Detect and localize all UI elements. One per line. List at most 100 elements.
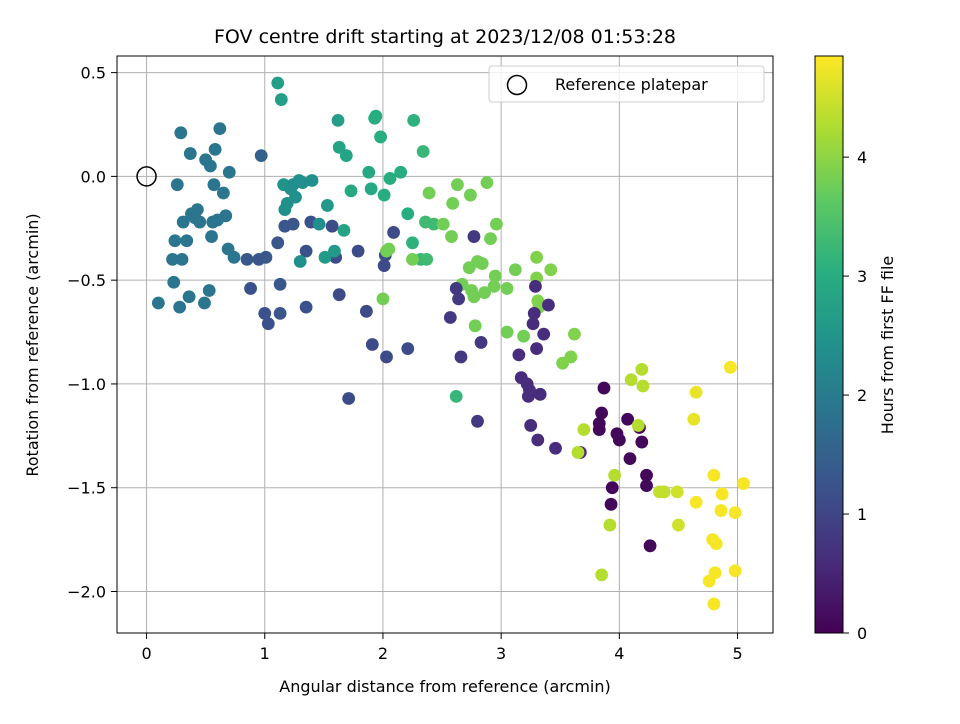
y-axis-ticks: 0.5 0.0 −0.5 −1.0 −1.5 −2.0: [67, 64, 117, 601]
data-point: [657, 485, 671, 499]
data-point: [533, 387, 547, 401]
data-point: [244, 282, 257, 295]
data-point: [635, 363, 649, 376]
data-point: [715, 487, 729, 501]
data-point: [170, 178, 184, 192]
data-point: [475, 257, 489, 270]
data-point: [427, 217, 441, 231]
data-point: [526, 317, 540, 331]
data-point: [500, 282, 514, 295]
data-point: [374, 130, 387, 144]
reference-layer: [136, 166, 157, 187]
data-point: [508, 263, 522, 277]
data-point: [464, 188, 477, 202]
data-point: [293, 255, 307, 268]
data-point: [380, 350, 393, 364]
data-point: [672, 518, 685, 532]
data-point: [376, 292, 390, 306]
data-point: [312, 217, 326, 231]
data-point: [407, 113, 421, 127]
x-axis-ticks: 0 1 2 3 4 5: [141, 633, 743, 663]
data-point: [208, 142, 222, 156]
data-point: [339, 149, 353, 163]
data-point: [176, 215, 190, 229]
y-tick-label: −1.5: [67, 479, 106, 498]
data-point: [549, 441, 562, 455]
data-point: [205, 230, 218, 243]
data-point: [445, 230, 458, 243]
data-point: [500, 325, 514, 339]
data-point: [216, 186, 230, 200]
data-point: [273, 277, 287, 291]
data-point: [530, 342, 544, 356]
x-tick-label: 5: [732, 644, 742, 663]
data-point: [365, 338, 379, 351]
data-point: [478, 286, 491, 300]
data-point: [708, 566, 722, 580]
data-point: [227, 250, 241, 264]
data-point: [254, 149, 268, 163]
data-point: [636, 379, 650, 393]
data-point: [151, 296, 165, 310]
data-point: [480, 176, 494, 190]
data-point: [299, 244, 313, 258]
data-point: [174, 126, 188, 140]
data-point: [452, 292, 465, 306]
data-point: [271, 236, 285, 250]
data-point: [193, 215, 207, 229]
data-point: [387, 226, 400, 239]
x-tick-label: 2: [378, 644, 388, 663]
data-point: [595, 406, 609, 420]
data-point: [443, 311, 457, 324]
data-point: [180, 234, 194, 248]
data-point: [305, 174, 319, 187]
data-point: [362, 165, 376, 179]
data-point: [198, 296, 211, 310]
x-tick-label: 0: [141, 644, 151, 663]
data-point: [359, 304, 373, 318]
colorbar-gradient: [814, 55, 844, 634]
x-tick-label: 4: [614, 644, 624, 663]
data-point: [707, 597, 721, 611]
x-tick-label: 3: [496, 644, 506, 663]
data-point: [202, 284, 216, 297]
reference-platepar-marker: [136, 166, 157, 187]
data-point: [635, 435, 649, 449]
data-point: [318, 250, 332, 264]
data-point: [332, 288, 346, 302]
data-point: [468, 319, 482, 333]
data-point: [467, 290, 481, 304]
data-point: [259, 250, 273, 264]
data-point: [222, 165, 236, 179]
data-point: [401, 342, 415, 356]
data-point: [604, 497, 618, 511]
data-point: [166, 253, 179, 266]
data-point: [490, 217, 503, 231]
data-point: [274, 93, 288, 106]
data-point: [377, 188, 391, 202]
data-point: [471, 414, 484, 428]
colorbar-tick-label: 4: [857, 148, 867, 167]
data-point: [369, 109, 383, 123]
data-point: [568, 327, 581, 341]
data-point: [544, 263, 558, 277]
data-point: [640, 479, 653, 493]
data-point: [737, 477, 750, 490]
data-point: [670, 485, 684, 499]
data-point: [487, 279, 501, 293]
data-point: [595, 568, 609, 582]
data-point: [454, 350, 468, 364]
data-point: [527, 306, 541, 320]
data-point: [605, 481, 619, 495]
data-point: [406, 236, 419, 250]
data-point: [342, 392, 356, 405]
legend-box: [488, 65, 765, 103]
colorbar-tick-label: 2: [857, 386, 867, 405]
plot-frame: [116, 55, 774, 634]
data-point: [728, 506, 742, 520]
colorbar-tick-label: 0: [857, 624, 867, 643]
data-point: [331, 113, 345, 127]
data-point: [484, 232, 497, 246]
grid: [117, 56, 773, 633]
data-point: [261, 317, 275, 331]
